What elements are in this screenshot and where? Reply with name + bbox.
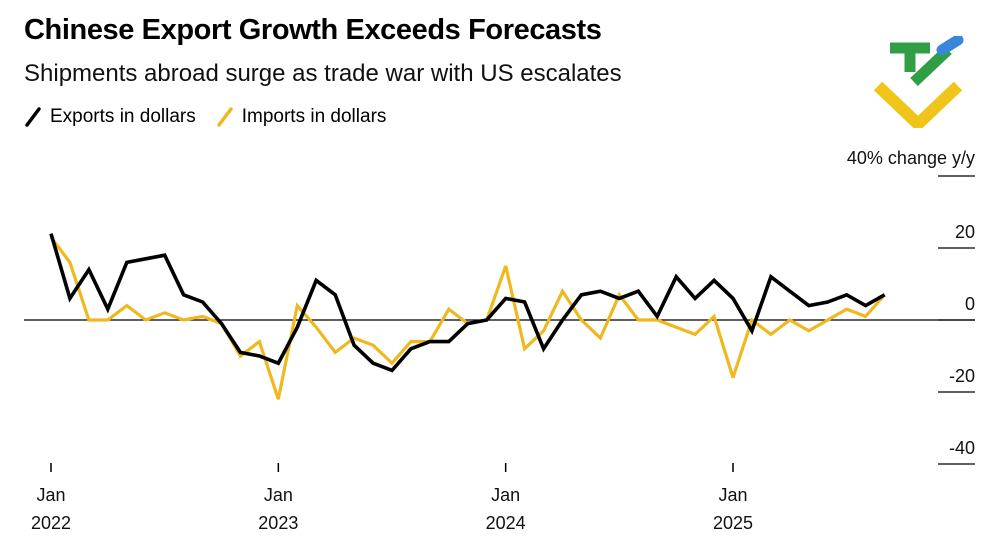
series-line-exports bbox=[49, 233, 886, 373]
brand-logo-icon bbox=[873, 36, 964, 128]
legend-label-imports: Imports in dollars bbox=[241, 106, 387, 127]
legend-item-exports: Exports in dollars bbox=[24, 106, 196, 128]
y-tick-label: -20 bbox=[949, 366, 975, 386]
x-tick-label-month: Jan bbox=[36, 485, 65, 505]
x-tick-label-year: 2024 bbox=[486, 513, 526, 533]
chart-subtitle: Shipments abroad surge as trade war with… bbox=[24, 60, 622, 87]
x-tick-label-year: 2025 bbox=[713, 513, 753, 533]
x-tick-label-month: Jan bbox=[718, 485, 747, 505]
legend-swatch-exports bbox=[25, 107, 41, 127]
x-tick-label-month: Jan bbox=[264, 485, 293, 505]
legend-swatch-imports bbox=[216, 107, 233, 127]
series-line-imports bbox=[49, 236, 886, 400]
legend-item-imports: Imports in dollars bbox=[216, 106, 387, 128]
legend: Exports in dollars Imports in dollars bbox=[24, 106, 406, 128]
x-tick-label-month: Jan bbox=[491, 485, 520, 505]
chart-title: Chinese Export Growth Exceeds Forecasts bbox=[24, 14, 602, 46]
y-tick-label: 0 bbox=[965, 294, 975, 314]
legend-label-exports: Exports in dollars bbox=[50, 106, 196, 127]
x-tick-label-year: 2023 bbox=[258, 513, 298, 533]
y-tick-label: 20 bbox=[955, 222, 975, 242]
y-tick-label: -40 bbox=[949, 438, 975, 458]
x-tick-label-year: 2022 bbox=[31, 513, 71, 533]
y-axis-unit-label: 40% change y/y bbox=[847, 148, 975, 168]
